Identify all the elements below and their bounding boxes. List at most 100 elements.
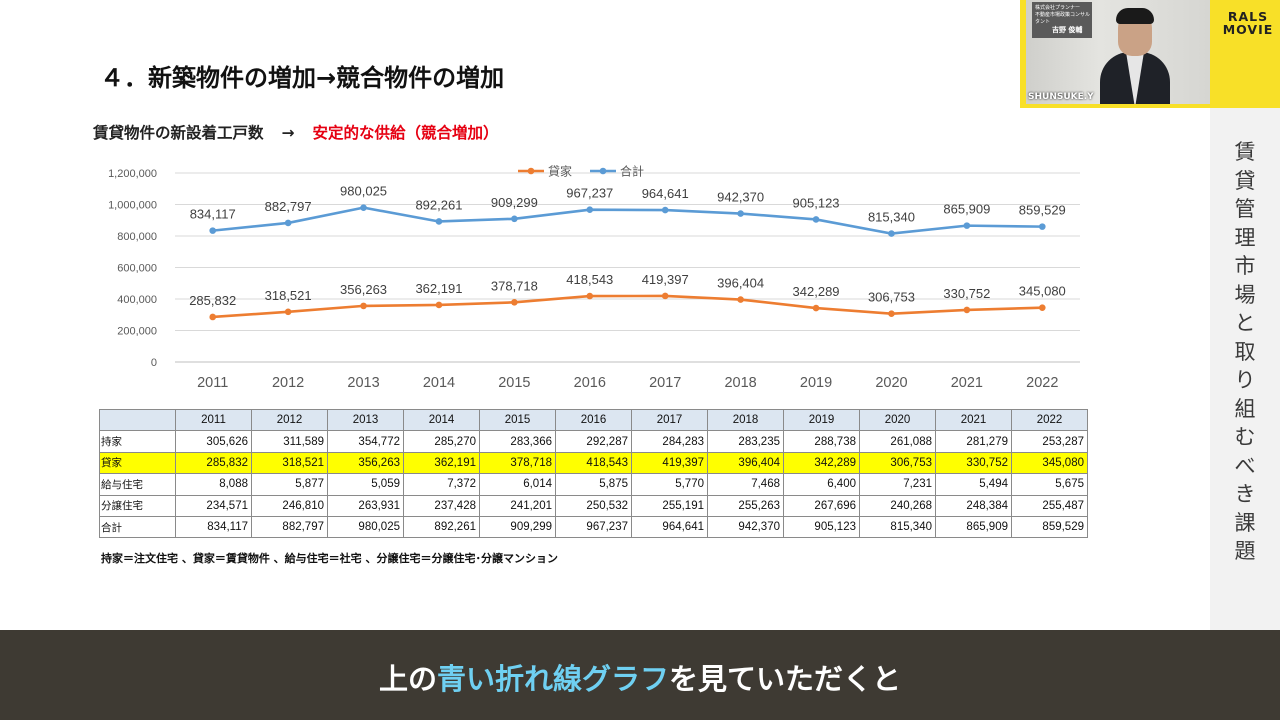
table-cell: 909,299	[479, 515, 556, 539]
data-label: 330,752	[943, 286, 990, 301]
data-point	[888, 310, 895, 317]
y-tick-label: 600,000	[117, 263, 157, 275]
data-point	[360, 302, 367, 310]
table-cell: 330,752	[935, 451, 1012, 475]
data-label: 892,261	[415, 197, 462, 212]
table-row: 分譲住宅 234,571 246,810 263,931 237,428 241,201 2…	[99, 494, 1088, 517]
table-header-cell: 2011	[175, 408, 252, 432]
x-tick-label: 2015	[498, 375, 530, 391]
data-point	[586, 292, 594, 300]
table-cell: 288,738	[783, 430, 860, 453]
table-cell: 6,400	[783, 473, 860, 496]
table-cell: 5,770	[631, 473, 708, 496]
data-point	[511, 215, 518, 223]
data-label: 905,123	[793, 195, 840, 210]
table-row-label: 分譲住宅	[99, 494, 176, 517]
table-cell: 255,487	[1011, 494, 1088, 517]
table-cell: 5,494	[935, 473, 1012, 496]
legend-marker	[599, 167, 607, 175]
table-header-cell: 2013	[327, 408, 404, 432]
table-row: 持家 305,626 311,589 354,772 285,270 283,366 292…	[99, 430, 1088, 453]
legend-marker	[527, 167, 535, 175]
table-cell: 253,287	[1011, 430, 1088, 453]
table-cell: 292,287	[555, 430, 632, 453]
data-point	[812, 216, 820, 223]
data-label: 306,753	[868, 290, 915, 305]
y-tick-label: 400,000	[117, 294, 157, 306]
table-header-row: 2011 2012 2013 2014 2015 2016 2017 2018 2019 2020…	[99, 408, 1088, 432]
sidebar-title-char: 組	[1234, 396, 1256, 421]
data-label: 342,289	[793, 284, 840, 299]
x-tick-label: 2020	[875, 375, 907, 391]
table-cell: 815,340	[859, 515, 936, 539]
data-label: 964,641	[642, 186, 689, 201]
panel-company: 株式会社プランナー 不動産市場政策コンサルタント	[1035, 5, 1092, 26]
table-cell: 859,529	[1011, 515, 1088, 539]
table-cell: 8,088	[175, 473, 252, 496]
table-cell: 318,521	[251, 451, 328, 475]
table-cell: 246,810	[251, 494, 328, 517]
table-header-cell: 2020	[859, 408, 936, 432]
speaker-name: SHUNSUKE.Y	[1028, 92, 1094, 102]
table-cell: 285,832	[175, 451, 252, 475]
name-panel: 株式会社プランナー 不動産市場政策コンサルタント 吉野 俊輔	[1032, 2, 1092, 38]
speaker-hair	[1116, 8, 1154, 24]
chart-subtitle: 賃貸物件の新設着工戸数 → 安定的な供給（競合増加）	[93, 121, 499, 143]
footnote: 持家＝注文住宅 、貸家＝賃貸物件 、給与住宅＝社宅 、分譲住宅＝分譲住宅･分譲マ…	[101, 552, 558, 565]
table-cell: 234,571	[175, 494, 252, 517]
data-point	[1038, 223, 1046, 230]
data-point	[963, 306, 971, 314]
data-label: 362,191	[415, 281, 462, 296]
table-cell: 980,025	[327, 515, 404, 539]
table-header-cell: 2021	[935, 408, 1012, 432]
panel-line2: 不動産市場政策コンサルタント	[1035, 12, 1091, 25]
table-cell: 267,696	[783, 494, 860, 517]
table-cell: 892,261	[403, 515, 480, 539]
data-point	[435, 301, 443, 309]
table-header-cell: 2016	[555, 408, 632, 432]
data-point	[511, 299, 518, 306]
table-cell: 378,718	[479, 451, 556, 475]
table-cell: 263,931	[327, 494, 404, 517]
table-cell: 305,626	[175, 430, 252, 453]
data-label: 418,543	[566, 272, 613, 287]
table-cell: 283,235	[707, 430, 784, 453]
table-header-cell: 2017	[631, 408, 708, 432]
data-label: 865,909	[943, 202, 990, 217]
slide: ４．新築物件の増加→競合物件の増加 賃貸物件の新設着工戸数 → 安定的な供給（競合増…	[93, 64, 1088, 565]
data-point	[360, 204, 367, 211]
table-row-label: 給与住宅	[99, 473, 176, 496]
data-point	[661, 206, 669, 214]
data-label: 859,529	[1019, 203, 1066, 218]
brand-logo: RALS MOVIE	[1216, 10, 1280, 36]
panel-line1: 株式会社プランナー	[1035, 5, 1081, 11]
table-row: 合計 834,117 882,797 980,025 892,261 909,299 967…	[99, 515, 1088, 539]
table-row-label: 貸家	[99, 451, 176, 475]
data-point	[963, 222, 971, 229]
x-tick-label: 2021	[951, 375, 983, 391]
data-point	[586, 206, 594, 213]
y-tick-label: 200,000	[117, 326, 157, 338]
x-tick-label: 2022	[1026, 375, 1058, 391]
table-header-cell: 2022	[1011, 408, 1088, 432]
caption-bar	[0, 630, 1280, 720]
data-label: 834,117	[190, 207, 236, 222]
table-header-cell: 2012	[251, 408, 328, 432]
data-label: 967,237	[566, 186, 613, 201]
data-point	[209, 313, 217, 321]
table-cell: 7,231	[859, 473, 936, 496]
data-point	[284, 308, 292, 316]
subtitle-arrow: →	[281, 124, 295, 142]
table-row: 給与住宅 8,088 5,877 5,059 7,372 6,014 5,875 5,770 7…	[99, 473, 1088, 496]
sidebar-title-char: 管	[1234, 197, 1256, 221]
sidebar-title-char: 課	[1234, 510, 1256, 535]
sidebar-title-char: と	[1234, 311, 1256, 335]
table-cell: 396,404	[707, 451, 784, 475]
data-label: 815,340	[868, 210, 915, 225]
caption-before: 上の	[378, 662, 437, 696]
caption-highlight: 青い折れ線グラフ	[436, 662, 669, 696]
sidebar-title: 賃貸管理市場と取り組むべき課題	[1210, 138, 1280, 566]
slide-title: ４．新築物件の増加→競合物件の増加	[100, 64, 505, 92]
table-header-cell: 2018	[707, 408, 784, 432]
sidebar-title-char: き	[1234, 482, 1256, 506]
